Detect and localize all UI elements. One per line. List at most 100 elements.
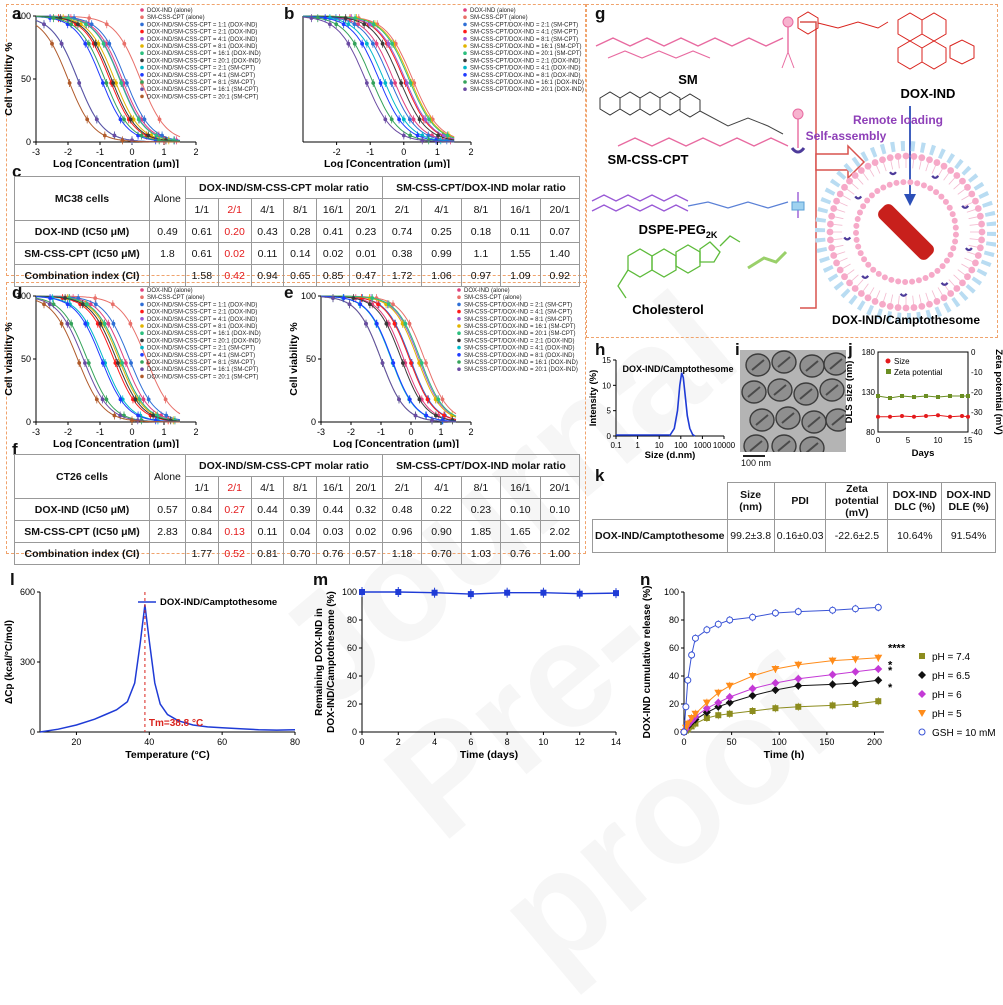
- legend-marker: [140, 360, 144, 364]
- dox-crystal: [878, 204, 934, 260]
- y2-tick-label: 0: [971, 348, 976, 357]
- table-cell: 0.38: [381, 242, 423, 265]
- table-cell: 0.70: [421, 542, 462, 565]
- tail: [957, 188, 966, 195]
- data-point: [828, 657, 837, 665]
- vesicle: [825, 408, 846, 432]
- inner-head: [902, 278, 909, 285]
- x-tick-label: 2: [193, 427, 198, 437]
- table-cell: 0.10: [500, 498, 541, 521]
- inner-head: [857, 250, 864, 257]
- legend-entry: SM-CSS-CPT/DOX-IND = 20:1 (SM-CPT): [464, 331, 576, 337]
- table-cell: 0.23: [460, 498, 502, 521]
- table-col-header: 4/1: [421, 198, 462, 221]
- table-k-corner: [593, 483, 728, 520]
- legend-entry: DOX-IND/SM-CSS-CPT = 16:1 (DOX-IND): [147, 331, 261, 337]
- outer-head: [828, 244, 836, 252]
- outer-head: [947, 290, 955, 297]
- table-col-header: 20/1: [349, 198, 383, 221]
- x-tick-label: 10: [538, 737, 548, 747]
- tail: [839, 201, 848, 207]
- table-cell: [149, 542, 186, 565]
- table-k-cell: 0.16±0.03: [773, 519, 827, 553]
- legend-marker: [140, 367, 144, 371]
- y-tick-label: 80: [866, 428, 875, 437]
- outer-head: [926, 156, 933, 164]
- vesicle-crystal: [831, 414, 845, 426]
- inner-head: [868, 192, 875, 199]
- tail: [856, 279, 864, 287]
- x-tick-label: 0: [681, 737, 686, 747]
- legend-entry: DOX-IND (alone): [147, 8, 193, 14]
- data-point: [875, 698, 882, 705]
- x-tick-label: 40: [144, 737, 154, 747]
- inner-head: [920, 182, 927, 189]
- outer-head: [830, 252, 838, 259]
- outer-head: [836, 190, 844, 198]
- y2-tick-label: -20: [971, 388, 983, 397]
- legend-marker: [140, 37, 144, 41]
- fit-curve: [302, 16, 455, 143]
- y2-tick-label: -40: [971, 428, 983, 437]
- y-axis-label: DOX-IND cumulative release (%): [642, 586, 653, 739]
- data-point: [772, 705, 779, 712]
- table-k-col-header: Zeta potential (mV): [825, 482, 889, 520]
- tail: [961, 195, 970, 201]
- x-tick-label: 1: [161, 427, 166, 437]
- legend-marker: [140, 51, 144, 55]
- table-cell: 1.8: [149, 242, 186, 265]
- inner-head: [856, 209, 863, 216]
- table-k-col-header: PDI: [773, 482, 827, 520]
- legend-entry: DOX-IND/SM-CSS-CPT = 8:1 (SM-CPT): [147, 360, 255, 366]
- table-cell-line: CT26 cells: [14, 454, 150, 499]
- legend-marker: [457, 302, 461, 307]
- outer-head: [933, 298, 941, 305]
- data-point: [771, 679, 780, 687]
- outer-head: [968, 190, 976, 198]
- outer-head: [826, 228, 834, 236]
- chart-j-stability: 0 5 10 15 80 130 180 -40 -30 -20 -10 0 Size Zeta pote…: [844, 348, 1003, 459]
- inner-head: [949, 211, 956, 218]
- tail: [966, 251, 976, 255]
- table-cell: 0.94: [250, 264, 285, 287]
- y-axis-label: ΔCp (kcal/°C/mol): [4, 620, 15, 704]
- release-line: [683, 657, 879, 733]
- table-cell: 0.44: [250, 498, 285, 521]
- table-k-cell: -22.6±2.5: [825, 519, 889, 553]
- panel-letter-j: j: [848, 340, 853, 359]
- fit-curve: [303, 15, 455, 141]
- outer-head: [857, 290, 865, 297]
- table-cell: 1.1: [460, 242, 502, 265]
- data-point: [794, 608, 802, 616]
- table-col-header: 16/1: [500, 476, 541, 499]
- legend-marker: [463, 8, 467, 12]
- y-tick-label: 0: [26, 417, 31, 427]
- tail: [862, 283, 869, 292]
- outer-head: [918, 302, 926, 310]
- table-col-header: 8/1: [283, 476, 318, 499]
- legend-entry: DOX-IND (alone): [470, 8, 516, 14]
- legend-marker: [140, 22, 144, 27]
- tail: [961, 263, 970, 269]
- table-cell: 0.01: [349, 242, 383, 265]
- legend-marker: [918, 728, 926, 736]
- remote-loading-arrowhead: [904, 194, 916, 206]
- x-tick-label: 10: [655, 441, 664, 450]
- x-tick-label: -1: [377, 427, 385, 437]
- legend-marker: [463, 58, 467, 63]
- tail: [969, 238, 979, 241]
- y-tick-label: 5: [607, 407, 612, 416]
- table-cell: 0.02: [217, 242, 252, 265]
- y2-tick-label: -30: [971, 408, 983, 417]
- table-cell: 0.57: [149, 498, 186, 521]
- data-point: [874, 603, 882, 611]
- legend-entry: SM-CSS-CPT/DOX-IND = 20:1 (SM-CPT): [470, 51, 582, 57]
- table-cell: 0.99: [421, 242, 462, 265]
- data-point: [714, 698, 723, 707]
- legend-marker: [918, 690, 926, 698]
- tail: [953, 182, 961, 190]
- tail: [851, 182, 859, 190]
- data-point: [725, 698, 734, 707]
- table-cell: 0.20: [217, 220, 252, 243]
- y-tick-label: 10: [602, 381, 611, 390]
